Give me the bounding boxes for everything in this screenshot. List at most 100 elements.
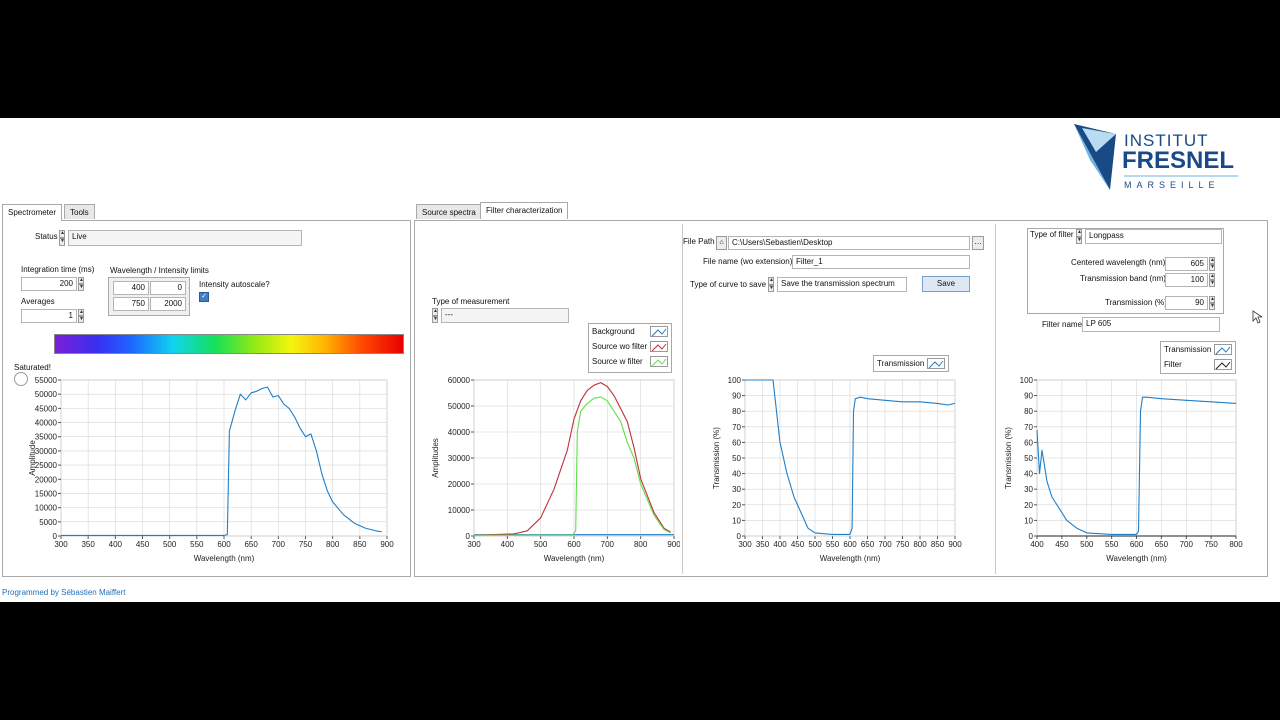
limits-label: Wavelength / Intensity limits — [110, 266, 209, 275]
curve-type-stepper[interactable]: ▲ ▼ — [768, 277, 774, 292]
averages-input[interactable]: 1 — [21, 309, 77, 323]
logo-line2: FRESNEL — [1122, 147, 1234, 174]
divider — [995, 224, 996, 574]
legend-item-label: Background — [592, 327, 635, 336]
y-tick-label: 20000 — [35, 475, 58, 484]
y-tick-label: 50 — [1024, 454, 1033, 463]
x-tick-label: 650 — [1155, 540, 1169, 549]
y-tick-label: 0 — [466, 532, 471, 541]
band-input[interactable]: 100 — [1165, 273, 1208, 287]
y-tick-label: 40 — [732, 470, 741, 479]
filter-chart: 400 450 500 550 600 650 700 750 800 0 10 20 30 40 50 60… — [1004, 376, 1243, 563]
x-tick-label: 700 — [272, 540, 286, 549]
legend-swatch-icon — [1214, 344, 1232, 355]
band-label: Transmission band (nm) — [1080, 274, 1166, 283]
saturated-label: Saturated! — [14, 363, 51, 372]
y-tick-label: 60 — [732, 438, 741, 447]
file-name-input[interactable]: Filter_1 — [792, 255, 970, 269]
x-tick-label: 600 — [1130, 540, 1144, 549]
y-tick-label: 30000 — [448, 454, 471, 463]
averages-stepper[interactable]: ▲ ▼ — [78, 309, 84, 323]
y-tick-label: 20000 — [448, 480, 471, 489]
y-tick-label: 40 — [1024, 470, 1033, 479]
filter-transmission-input[interactable]: 90 — [1165, 296, 1208, 310]
measurement-type-field[interactable]: --- — [441, 308, 569, 323]
y-axis-label: Transmission (%) — [1004, 427, 1013, 489]
browse-button[interactable]: … — [972, 236, 984, 250]
x-tick-label: 400 — [109, 540, 123, 549]
series-line-spectrum — [61, 386, 382, 536]
center-wavelength-stepper[interactable]: ▲ ▼ — [1209, 257, 1215, 271]
file-path-label: File Path — [683, 237, 715, 246]
save-button[interactable]: Save — [922, 276, 970, 292]
filter-name-label: Filter name — [1042, 320, 1083, 329]
tab-source-spectra[interactable]: Source spectra — [416, 204, 482, 219]
y-tick-label: 35000 — [35, 433, 58, 442]
legend-item: Source w filter — [589, 354, 671, 369]
autoscale-checkbox[interactable]: ✓ — [199, 292, 209, 302]
filter-type-label: Type of filter — [1030, 230, 1074, 239]
tab-tools[interactable]: Tools — [64, 204, 95, 219]
file-name-label: File name (wo extension) — [703, 257, 793, 266]
status-label: Status — [35, 232, 58, 241]
y-tick-label: 0 — [1029, 532, 1034, 541]
y-tick-label: 15000 — [35, 489, 58, 498]
y-tick-label: 80 — [1024, 407, 1033, 416]
x-tick-label: 450 — [791, 540, 805, 549]
y-tick-label: 10000 — [35, 504, 58, 513]
file-path-input[interactable]: C:\Users\Sebastien\Desktop — [728, 236, 970, 250]
status-field: Live — [68, 230, 302, 246]
x-tick-label: 400 — [1030, 540, 1044, 549]
y-tick-label: 10 — [1024, 516, 1033, 525]
x-tick-label: 550 — [190, 540, 204, 549]
y-tick-label: 30000 — [35, 447, 58, 456]
series-line-source-wo-filter — [473, 382, 671, 536]
x-axis-label: Wavelength (nm) — [820, 554, 881, 563]
folder-browse-icon[interactable]: ⌂ — [716, 236, 727, 250]
curve-type-label: Type of curve to save — [690, 280, 767, 289]
x-tick-label: 600 — [567, 540, 581, 549]
intensity-min-input[interactable]: 0 — [150, 281, 186, 295]
x-tick-label: 900 — [380, 540, 394, 549]
y-tick-label: 20 — [732, 501, 741, 510]
x-axis-label: Wavelength (nm) — [1106, 554, 1167, 563]
filter-name-input[interactable]: LP 605 — [1082, 317, 1220, 332]
x-tick-label: 450 — [136, 540, 150, 549]
x-tick-label: 850 — [353, 540, 367, 549]
y-tick-label: 10 — [732, 516, 741, 525]
status-stepper[interactable]: ▲ ▼ — [59, 230, 65, 246]
series-line-source-w-filter — [474, 396, 671, 536]
wavelength-max-input[interactable]: 750 — [113, 297, 149, 311]
y-axis-label: Transmission (%) — [712, 427, 721, 489]
x-tick-label: 900 — [948, 540, 962, 549]
x-tick-label: 800 — [326, 540, 340, 549]
filter-transmission-stepper[interactable]: ▲ ▼ — [1209, 296, 1215, 310]
cursor-icon — [1252, 310, 1262, 324]
y-tick-label: 80 — [732, 407, 741, 416]
integration-time-input[interactable]: 200 — [21, 277, 77, 291]
curve-type-field[interactable]: Save the transmission spectrum — [777, 277, 907, 292]
x-tick-label: 650 — [861, 540, 875, 549]
legend-swatch-icon — [650, 341, 668, 352]
x-tick-label: 500 — [163, 540, 177, 549]
sources-legend: Background Source wo filter Source w fil… — [588, 323, 672, 373]
x-tick-label: 700 — [601, 540, 615, 549]
y-tick-label: 5000 — [39, 518, 57, 527]
tab-spectrometer[interactable]: Spectrometer — [2, 204, 63, 221]
x-tick-label: 400 — [773, 540, 787, 549]
measurement-stepper[interactable]: ▲ ▼ — [432, 308, 438, 323]
series-line-transmission — [745, 379, 956, 535]
intensity-max-input[interactable]: 2000 — [150, 297, 186, 311]
legend-item: Background — [589, 324, 671, 339]
legend-item: Source wo filter — [589, 339, 671, 354]
wavelength-min-input[interactable]: 400 — [113, 281, 149, 295]
center-wavelength-input[interactable]: 605 — [1165, 257, 1208, 271]
series-line-transmission — [1036, 396, 1237, 535]
x-axis-label: Wavelength (nm) — [194, 554, 255, 563]
filter-type-stepper[interactable]: ▲ ▼ — [1076, 229, 1082, 244]
integration-stepper[interactable]: ▲ ▼ — [78, 277, 84, 291]
tab-filter-characterization[interactable]: Filter characterization — [480, 202, 569, 219]
filter-type-field[interactable]: Longpass — [1085, 229, 1222, 244]
spectrometer-chart: 300 350 400 450 500 550 600 650 700 750 800 850 900 0… — [28, 376, 394, 563]
band-stepper[interactable]: ▲ ▼ — [1209, 273, 1215, 287]
